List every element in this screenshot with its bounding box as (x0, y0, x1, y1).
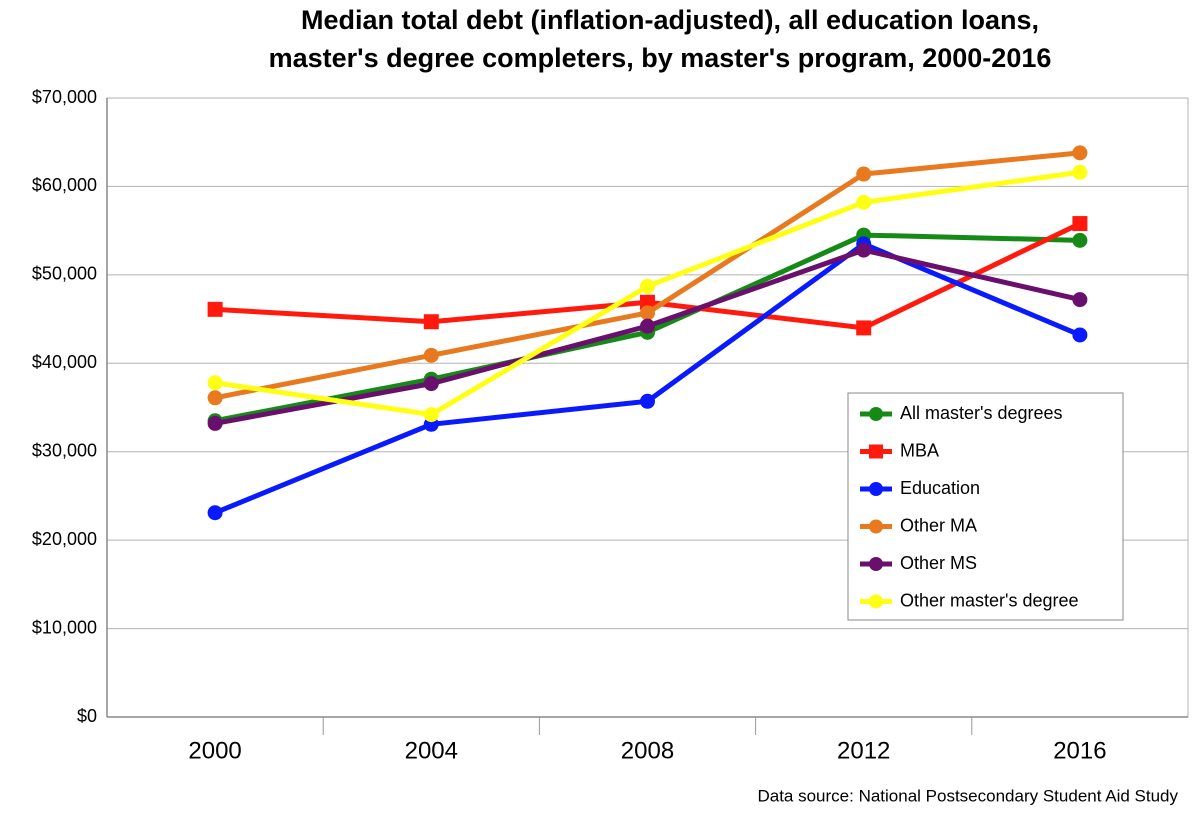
y-tick-label: $60,000 (32, 175, 97, 195)
x-tick-label: 2012 (837, 737, 890, 764)
x-tick-label: 2004 (405, 737, 458, 764)
marker (1072, 327, 1088, 343)
legend-label: Other master's degree (900, 590, 1079, 610)
legend-label: All master's degrees (900, 403, 1063, 423)
y-tick-label: $30,000 (32, 440, 97, 460)
source-note: Data source: National Postsecondary Stud… (757, 786, 1178, 805)
legend-marker (869, 444, 883, 459)
marker (1072, 292, 1088, 308)
x-tick-label: 2016 (1053, 737, 1106, 764)
y-tick-label: $40,000 (32, 352, 97, 372)
marker (423, 347, 439, 363)
marker (640, 393, 655, 409)
marker (856, 194, 872, 210)
legend-marker (869, 482, 883, 496)
marker (640, 278, 655, 294)
x-tick-label: 2008 (621, 737, 674, 764)
marker (1072, 164, 1088, 180)
legend-label: MBA (900, 440, 939, 460)
y-tick-label: $70,000 (32, 87, 97, 107)
legend: All master's degrees MBA Education Other MA… (847, 392, 1124, 621)
marker (207, 415, 223, 431)
marker (640, 318, 655, 334)
marker (856, 166, 872, 182)
legend-marker (869, 594, 883, 609)
y-tick-label: $50,000 (32, 264, 97, 284)
y-tick-label: $20,000 (32, 529, 97, 549)
marker (640, 305, 655, 321)
chart-title: Median total debt (inflation-adjusted), … (301, 5, 1039, 35)
marker (207, 301, 223, 317)
marker (207, 390, 223, 406)
marker (856, 320, 872, 336)
y-tick-label: $10,000 (32, 617, 97, 637)
marker (423, 314, 439, 330)
marker (207, 505, 223, 521)
marker (1072, 232, 1088, 248)
legend-label: Education (900, 478, 980, 498)
legend-label: Other MA (900, 515, 977, 535)
legend-box (847, 392, 1124, 621)
marker (1072, 216, 1088, 232)
y-tick-label: $0 (77, 706, 97, 726)
chart-title: master's degree completers, by master's … (269, 43, 1052, 73)
marker (856, 242, 872, 258)
marker (423, 407, 439, 423)
marker (423, 376, 439, 392)
marker (1072, 145, 1088, 161)
legend-label: Other MS (900, 553, 977, 573)
legend-marker (869, 557, 883, 571)
x-tick-label: 2000 (188, 737, 241, 764)
legend-marker (869, 407, 883, 421)
marker (207, 375, 223, 391)
legend-marker (869, 519, 883, 534)
marker (640, 294, 655, 310)
